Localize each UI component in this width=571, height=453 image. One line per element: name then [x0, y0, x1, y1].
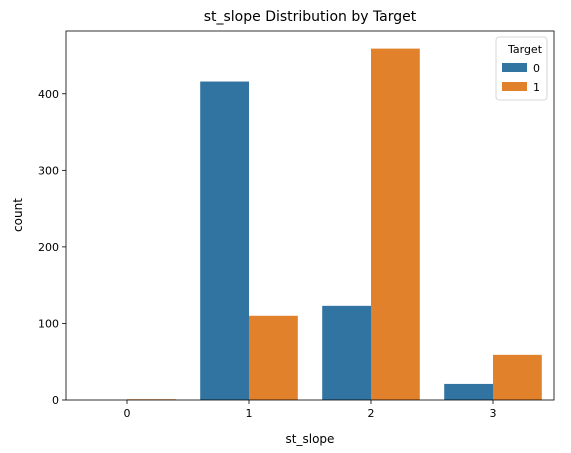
legend-label-1: 1 — [533, 81, 540, 94]
bar-cat-1-target-0 — [200, 81, 249, 400]
x-axis-label: st_slope — [286, 432, 335, 446]
x-tick-label: 0 — [124, 407, 131, 420]
bar-cat-2-target-0 — [322, 305, 371, 400]
y-tick-label: 300 — [38, 164, 59, 177]
x-tick-label: 2 — [368, 407, 375, 420]
bars-group — [127, 48, 542, 401]
plot-frame — [65, 30, 555, 401]
y-axis-label: count — [11, 198, 25, 232]
y-axis-ticks: 0 100 200 300 400 — [38, 88, 66, 407]
chart-title: st_slope Distribution by Target — [204, 9, 417, 25]
bar-cat-2-target-1 — [371, 48, 420, 401]
y-tick-label: 400 — [38, 88, 59, 101]
legend-swatch-0 — [502, 63, 527, 72]
legend: Target 01 — [495, 36, 548, 101]
x-tick-label: 3 — [490, 407, 497, 420]
x-axis-ticks: 0 1 2 3 — [124, 400, 497, 420]
y-tick-label: 200 — [38, 241, 59, 254]
legend-items: 01 — [502, 62, 540, 94]
y-tick-label: 0 — [52, 394, 59, 407]
bar-cat-3-target-1 — [493, 354, 542, 400]
legend-swatch-1 — [502, 82, 527, 91]
bar-cat-1-target-1 — [249, 315, 298, 400]
legend-label-0: 0 — [533, 62, 540, 75]
legend-title: Target — [507, 43, 543, 56]
y-tick-label: 100 — [38, 317, 59, 330]
x-tick-label: 1 — [246, 407, 253, 420]
bar-cat-3-target-0 — [444, 383, 493, 400]
